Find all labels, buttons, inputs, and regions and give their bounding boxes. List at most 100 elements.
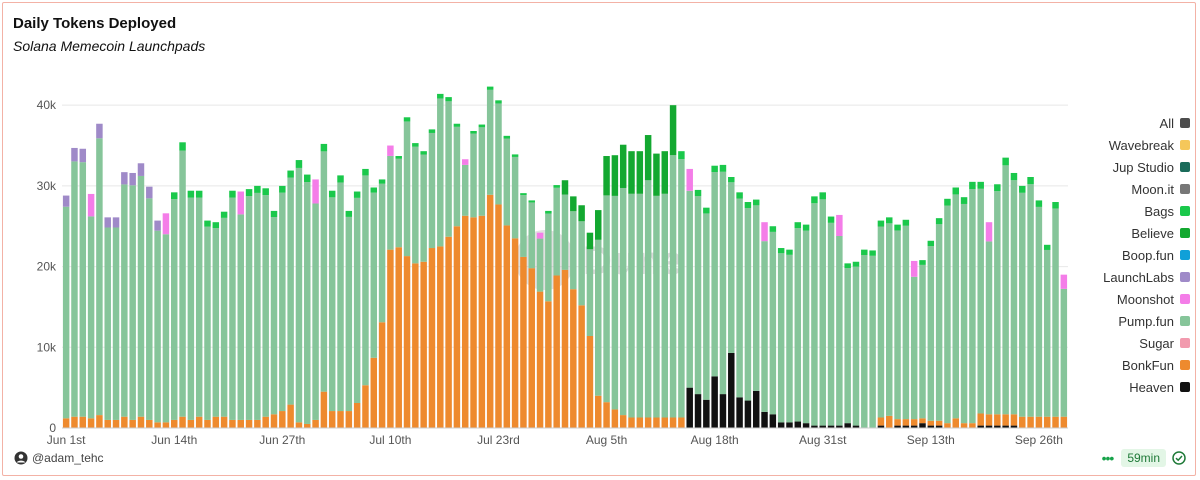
bar-bonkfun (420, 261, 427, 428)
bar-bonkfun (195, 416, 203, 428)
bar-bonkfun (279, 411, 286, 428)
bar-heaven (744, 400, 752, 428)
legend-label: Heaven (1129, 379, 1174, 395)
bar-pump-fun (595, 239, 602, 396)
bar-bonkfun (220, 416, 228, 428)
bar-moonshot (237, 191, 244, 215)
bar-believe (628, 151, 635, 194)
bar-heaven (694, 394, 702, 428)
bar-moonshot (761, 222, 768, 242)
bar-moonshot (87, 193, 95, 217)
bar-bags (470, 131, 477, 134)
y-tick-label: 0 (49, 421, 56, 435)
bar-pump-fun (545, 213, 552, 302)
legend-label: Wavebreak (1108, 137, 1174, 153)
bar-pump-fun (370, 192, 378, 358)
bar-bags (395, 156, 402, 159)
bar-launchlabs (71, 147, 78, 162)
bar-bonkfun (146, 419, 153, 428)
bar-pump-fun (1052, 208, 1059, 417)
bar-pump-fun (852, 266, 860, 426)
bar-bags (728, 177, 735, 183)
legend-item-bonkfun[interactable]: BonkFun (1090, 354, 1190, 376)
legend-item-pump-fun[interactable]: Pump.fun (1090, 310, 1190, 332)
bar-bonkfun (445, 236, 452, 428)
legend-item-sugar[interactable]: Sugar (1090, 332, 1190, 354)
user-avatar-icon (14, 451, 28, 465)
bar-pump-fun (761, 241, 768, 412)
bar-bags (935, 218, 943, 225)
bar-pump-fun (503, 138, 511, 226)
legend-item-believe[interactable]: Believe (1090, 222, 1190, 244)
bar-pump-fun (628, 193, 635, 418)
more-dots-icon[interactable]: ••• (1101, 450, 1115, 466)
bar-bonkfun (1060, 416, 1068, 428)
legend-item-wavebreak[interactable]: Wavebreak (1090, 134, 1190, 156)
legend-item-moon-it[interactable]: Moon.it (1090, 178, 1190, 200)
bar-bonkfun (678, 417, 685, 428)
legend-item-heaven[interactable]: Heaven (1090, 376, 1190, 398)
legend-item-bags[interactable]: Bags (1090, 200, 1190, 222)
bar-bonkfun (270, 414, 278, 428)
bar-bonkfun (237, 419, 244, 428)
bar-bags (528, 200, 535, 203)
bar-pump-fun (287, 177, 294, 405)
bar-pump-fun (412, 146, 419, 264)
bar-bags (794, 222, 802, 229)
bar-bonkfun (204, 419, 211, 428)
legend-item-moonshot[interactable]: Moonshot (1090, 288, 1190, 310)
bar-heaven (977, 425, 984, 428)
bar-bags (378, 179, 386, 184)
bar-bonkfun (461, 215, 469, 428)
bar-bonkfun (428, 248, 436, 428)
bar-heaven (794, 421, 802, 428)
legend-label: Believe (1131, 225, 1174, 241)
legend-swatch (1180, 316, 1190, 326)
bar-pump-fun (553, 187, 560, 276)
bar-pump-fun (886, 223, 893, 416)
bar-pump-fun (711, 172, 718, 377)
legend-item-launchlabs[interactable]: LaunchLabs (1090, 266, 1190, 288)
bar-pump-fun (944, 205, 951, 424)
bar-pump-fun (744, 207, 752, 401)
bar-bonkfun (520, 256, 527, 428)
bar-bonkfun (387, 249, 394, 428)
bar-bonkfun (636, 417, 644, 428)
bar-moonshot (162, 213, 170, 235)
bar-bags (1035, 200, 1043, 207)
bar-bonkfun (902, 419, 910, 426)
bar-bonkfun (337, 411, 344, 428)
bar-bags (412, 143, 419, 147)
bar-pump-fun (254, 192, 261, 420)
bar-pump-fun (353, 197, 361, 403)
bar-pump-fun (171, 199, 178, 420)
bar-believe (595, 210, 602, 240)
bar-pump-fun (786, 254, 793, 423)
legend-label: Sugar (1139, 335, 1174, 351)
bar-heaven (827, 425, 835, 428)
bar-heaven (1010, 425, 1018, 428)
legend-item-boop-fun[interactable]: Boop.fun (1090, 244, 1190, 266)
x-tick-label: Sep 13th (907, 433, 955, 447)
bar-bags (960, 197, 968, 204)
legend-item-all[interactable]: All (1090, 112, 1190, 134)
bar-pump-fun (636, 193, 644, 418)
bar-pump-fun (420, 154, 427, 262)
x-tick-label: Aug 5th (586, 433, 627, 447)
bar-pump-fun (270, 217, 278, 415)
bar-pump-fun (844, 268, 851, 424)
bar-bonkfun (1002, 414, 1009, 426)
bar-pump-fun (129, 185, 136, 420)
x-tick-label: Jun 1st (47, 433, 86, 447)
bar-heaven (927, 425, 935, 428)
bar-pump-fun (694, 196, 702, 395)
author-credit[interactable]: @adam_tehc (14, 451, 104, 465)
legend-item-jup-studio[interactable]: Jup Studio (1090, 156, 1190, 178)
bar-pump-fun (919, 264, 926, 419)
bar-launchlabs (146, 186, 153, 199)
bar-pump-fun (536, 238, 544, 292)
bar-heaven (836, 425, 843, 428)
bar-heaven (769, 414, 777, 428)
bar-bags (370, 187, 378, 193)
bar-pump-fun (387, 155, 394, 250)
